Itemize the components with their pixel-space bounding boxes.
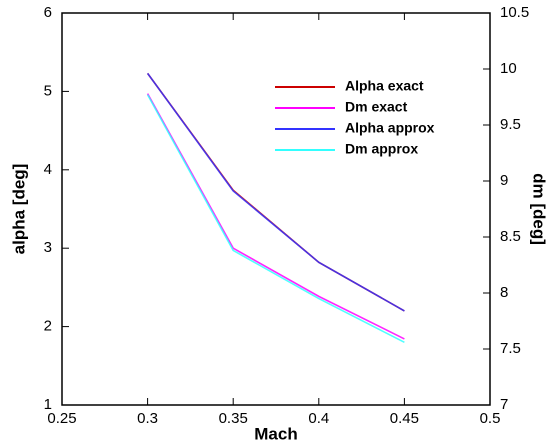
x-tick-label: 0.5 xyxy=(480,410,501,427)
y-tick-label: 2 xyxy=(44,318,52,335)
y2-tick-label: 9.5 xyxy=(500,116,521,133)
legend-label: Dm exact xyxy=(345,99,408,115)
y-tick-label: 5 xyxy=(44,82,52,99)
y2-axis-title: dm [deg] xyxy=(530,173,549,245)
y-tick-label: 4 xyxy=(44,161,52,178)
y2-tick-label: 10.5 xyxy=(500,4,529,21)
x-tick-label: 0.3 xyxy=(137,410,158,427)
plot-frame xyxy=(61,12,491,406)
y-tick-label: 1 xyxy=(44,396,52,413)
series-line xyxy=(146,94,405,343)
y2-tick-label: 7 xyxy=(500,396,508,413)
y-axis-title: alpha [deg] xyxy=(9,164,28,255)
legend-label: Alpha exact xyxy=(345,78,424,94)
x-tick-label: 0.35 xyxy=(219,410,248,427)
series-line xyxy=(146,93,405,340)
x-tick-label: 0.45 xyxy=(390,410,419,427)
y2-tick-label: 8.5 xyxy=(500,228,521,245)
y-tick-label: 3 xyxy=(44,239,52,256)
series-line xyxy=(146,72,405,312)
y2-tick-label: 8 xyxy=(500,284,508,301)
legend-label: Alpha approx xyxy=(345,120,435,136)
y-tick-label: 6 xyxy=(44,4,52,21)
x-tick-label: 0.4 xyxy=(308,410,329,427)
legend-label: Dm approx xyxy=(345,141,418,157)
y2-tick-label: 10 xyxy=(500,60,517,77)
x-axis-title: Mach xyxy=(254,424,297,443)
y2-tick-label: 9 xyxy=(500,172,508,189)
x-tick-label: 0.25 xyxy=(47,410,76,427)
y2-tick-label: 7.5 xyxy=(500,340,521,357)
